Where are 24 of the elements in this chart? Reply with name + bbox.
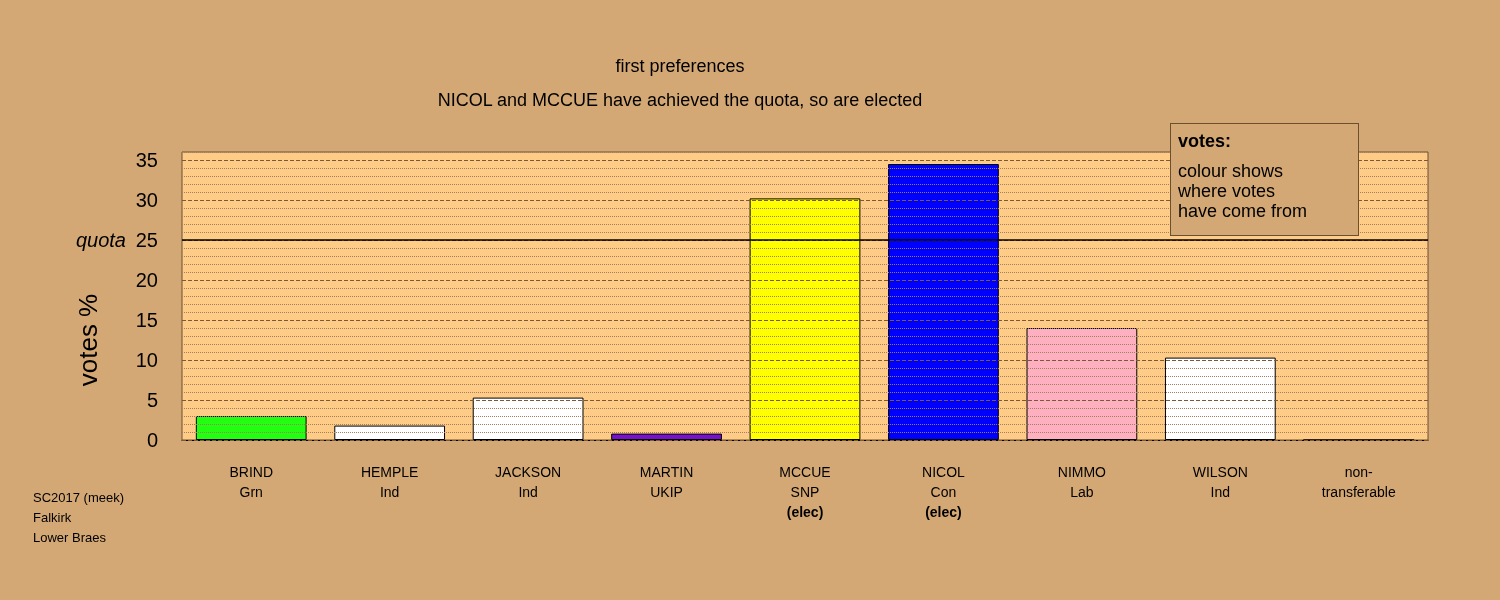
chart-title: first preferences — [615, 56, 745, 76]
x-tick-label: NICOL Con (elec) — [922, 464, 966, 520]
x-tick-label: JACKSON Ind — [495, 464, 562, 500]
note-box: votes: colour shows where votes have come from — [1170, 123, 1359, 236]
text: SC2017 (meek) Falkirk Lower Braes — [33, 489, 125, 545]
x-tick-label: non- transferable — [1321, 464, 1396, 500]
y-tick-label: 5 — [146, 389, 158, 411]
x-tick-label: HEMPLE Ind — [360, 464, 419, 500]
y-tick-label: 20 — [135, 269, 158, 291]
y-tick-label: 15 — [135, 309, 158, 331]
chart-subtitle: NICOL and MCCUE have achieved the quota, so are elected — [437, 90, 923, 110]
y-tick-label: 10 — [135, 349, 158, 371]
annotation: votes: colour shows where votes have come from — [1178, 131, 1309, 221]
y-axis-title: votes % — [73, 293, 103, 387]
x-tick-label: MARTIN UKIP — [639, 464, 694, 500]
y-tick-label: 35 — [135, 149, 158, 171]
y-tick-label: 25 — [135, 229, 158, 251]
x-tick-label: BRIND Grn — [229, 464, 273, 500]
ref-line-label: quota — [75, 229, 126, 251]
x-tick-label: NIMMO Lab — [1057, 464, 1107, 500]
x-tick-label: MCCUE SNP (elec) — [779, 464, 831, 520]
x-tick-label: WILSON Ind — [1192, 464, 1248, 500]
y-tick-label: 0 — [146, 429, 158, 451]
y-tick-label: 30 — [135, 189, 158, 211]
